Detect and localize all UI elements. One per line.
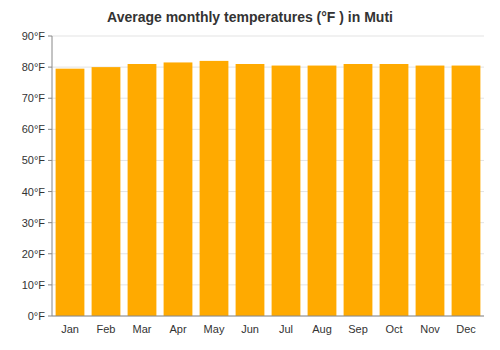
y-tick bbox=[48, 36, 52, 37]
bar bbox=[164, 62, 193, 316]
x-axis: Jan Feb Mar Apr May Jun Jul Aug Sep Oct Nov Dec bbox=[61, 323, 476, 335]
x-tick-label: Aug bbox=[312, 323, 332, 335]
bar bbox=[128, 64, 157, 316]
bar bbox=[272, 66, 301, 316]
x-tick-label: Oct bbox=[385, 323, 402, 335]
y-tick-label: 80°F bbox=[22, 61, 46, 73]
y-tick bbox=[48, 129, 52, 130]
x-tick-label: Jul bbox=[279, 323, 293, 335]
x-tick-label: Feb bbox=[97, 323, 116, 335]
bar bbox=[56, 69, 85, 316]
grid-line bbox=[52, 36, 484, 37]
bar bbox=[452, 66, 481, 316]
y-tick bbox=[48, 191, 52, 192]
y-tick-label: 30°F bbox=[22, 217, 46, 229]
y-tick bbox=[48, 222, 52, 223]
bars bbox=[56, 61, 481, 316]
x-tick-label: Nov bbox=[420, 323, 440, 335]
bar bbox=[416, 66, 445, 316]
x-tick-label: May bbox=[204, 323, 225, 335]
bar bbox=[200, 61, 229, 316]
bar bbox=[236, 64, 265, 316]
y-tick-label: 50°F bbox=[22, 154, 46, 166]
y-axis-line bbox=[52, 36, 53, 316]
y-tick bbox=[48, 67, 52, 68]
x-tick-label: Mar bbox=[133, 323, 152, 335]
title: Average monthly temperatures (°F ) in Mu… bbox=[107, 9, 393, 25]
bar bbox=[92, 67, 121, 316]
x-tick-label: Jun bbox=[241, 323, 259, 335]
y-tick-label: 70°F bbox=[22, 92, 46, 104]
y-tick-label: 60°F bbox=[22, 123, 46, 135]
y-tick-label: 0°F bbox=[28, 310, 46, 322]
y-tick bbox=[48, 160, 52, 161]
grid bbox=[52, 36, 484, 316]
y-tick-label: 20°F bbox=[22, 248, 46, 260]
bar bbox=[380, 64, 409, 316]
x-tick-label: Apr bbox=[169, 323, 186, 335]
chart: Average monthly temperatures (°F ) in Mu… bbox=[0, 0, 500, 350]
y-tick bbox=[48, 284, 52, 285]
x-tick-label: Jan bbox=[61, 323, 79, 335]
y-tick bbox=[48, 253, 52, 254]
y-tick bbox=[48, 316, 52, 317]
y-tick-label: 40°F bbox=[22, 186, 46, 198]
grid-line bbox=[52, 316, 484, 317]
y-tick-label: 90°F bbox=[22, 30, 46, 42]
x-tick-label: Sep bbox=[348, 323, 368, 335]
y-tick-label: 10°F bbox=[22, 279, 46, 291]
x-axis-line bbox=[52, 316, 484, 317]
chart-container: Average monthly temperatures (°F ) in Mu… bbox=[0, 0, 500, 350]
bar bbox=[344, 64, 373, 316]
y-tick bbox=[48, 98, 52, 99]
y-axis: 0°F 10°F 20°F 30°F 40°F 50°F 60°F 70°F 80°F 90°F bbox=[22, 30, 52, 322]
bar bbox=[308, 66, 337, 316]
x-tick-label: Dec bbox=[456, 323, 476, 335]
